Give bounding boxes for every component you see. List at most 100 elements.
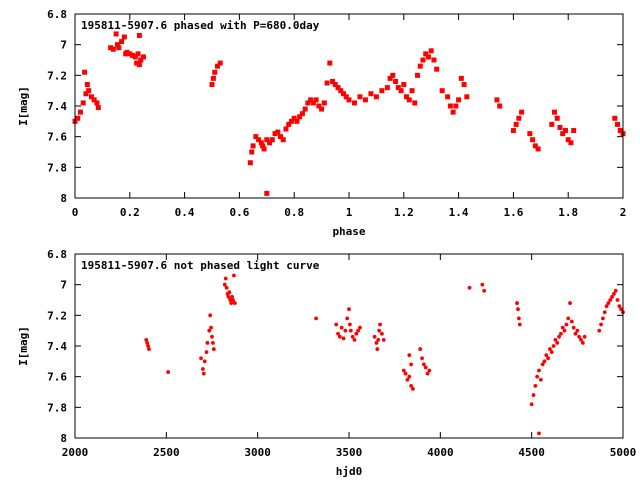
y-tick-label: 7.8 [47, 401, 67, 414]
data-point [560, 131, 566, 137]
data-point [372, 334, 377, 339]
data-point [390, 72, 396, 78]
plot-frame [74, 13, 624, 199]
x-tick-label: 1.6 [503, 206, 523, 219]
data-point [447, 103, 453, 109]
x-axis-label: hjd0 [336, 465, 363, 478]
data-point [527, 131, 533, 137]
data-point [341, 91, 347, 97]
data-point [480, 282, 485, 287]
data-point [537, 368, 541, 373]
data-point [337, 334, 342, 339]
data-point [549, 350, 554, 355]
data-point [562, 128, 568, 134]
y-tick-label: 7.6 [47, 131, 67, 144]
data-point [573, 331, 578, 336]
data-point [302, 106, 308, 112]
data-point [538, 377, 543, 382]
data-point [571, 128, 577, 134]
data-point [146, 344, 150, 348]
y-tick-label: 7.2 [47, 69, 67, 82]
data-point [551, 344, 556, 348]
data-point [420, 356, 424, 361]
data-point [517, 322, 522, 327]
data-point [310, 100, 316, 106]
data-point [83, 91, 89, 97]
data-point [379, 88, 385, 94]
axis-ticks: 0 0.2 0.4 0.6 0.8 1 1.2 1.4 1.6 1.8 2 6.8 7 7.2 7.4 7.6… [47, 8, 626, 219]
data-point [275, 129, 281, 135]
data-point [387, 75, 393, 81]
data-point [376, 337, 381, 342]
data-point [261, 146, 267, 152]
data-point [544, 353, 549, 358]
x-tick-label: 2 [620, 206, 627, 219]
data-point [420, 57, 426, 63]
data-point [319, 106, 325, 112]
data-point [461, 82, 467, 88]
data-point [418, 347, 423, 351]
data-point [425, 371, 430, 376]
data-point [619, 307, 624, 312]
x-tick-label: 2000 [62, 446, 89, 459]
data-point [260, 143, 266, 149]
data-point [599, 322, 603, 327]
data-point [321, 100, 327, 106]
data-point [497, 103, 503, 109]
x-tick-label: 5000 [610, 446, 637, 459]
data-point [209, 325, 213, 330]
data-point [434, 66, 440, 72]
data-point [494, 97, 500, 103]
data-point [379, 331, 384, 336]
data-point [223, 276, 228, 281]
x-tick-label: 0.6 [229, 206, 249, 219]
x-tick-label: 3500 [336, 446, 363, 459]
data-point [201, 371, 206, 376]
data-point [94, 100, 100, 106]
data-point [207, 328, 212, 333]
data-point [338, 88, 344, 94]
y-tick-label: 8 [60, 432, 67, 445]
data-point [553, 337, 558, 342]
x-tick-label: 1 [346, 206, 353, 219]
data-point [91, 97, 97, 103]
data-point [209, 82, 215, 88]
data-point [226, 295, 231, 299]
data-point [138, 57, 144, 63]
data-point [401, 368, 406, 373]
data-point [425, 54, 431, 60]
data-point [212, 69, 218, 75]
data-point [313, 97, 319, 103]
data-point [458, 75, 464, 81]
data-point [617, 128, 623, 134]
data-point [409, 362, 414, 367]
data-point [343, 94, 349, 100]
data-point [132, 54, 138, 60]
unphased-light-curve-panel: 195811-5907.6 not phased light curve hjd… [17, 248, 636, 478]
data-point [110, 46, 116, 52]
data-point [144, 337, 149, 342]
data-point [580, 341, 585, 345]
data-point [334, 322, 339, 327]
data-point [86, 88, 92, 94]
data-point [346, 97, 352, 103]
data-point [130, 52, 136, 58]
data-point [294, 118, 300, 124]
data-point [348, 322, 352, 327]
data-point [423, 365, 428, 370]
data-point [147, 347, 151, 351]
data-point [571, 325, 576, 330]
data-point [464, 94, 470, 100]
data-point [546, 356, 551, 361]
data-point [516, 115, 522, 121]
data-point [330, 78, 336, 84]
data-point [482, 288, 487, 293]
data-point [566, 316, 571, 321]
data-point [427, 368, 432, 373]
data-point [554, 115, 560, 121]
data-point [615, 298, 620, 302]
data-point [286, 121, 292, 127]
x-tick-label: 0 [72, 206, 79, 219]
data-point [615, 121, 621, 127]
data-point [121, 34, 127, 40]
